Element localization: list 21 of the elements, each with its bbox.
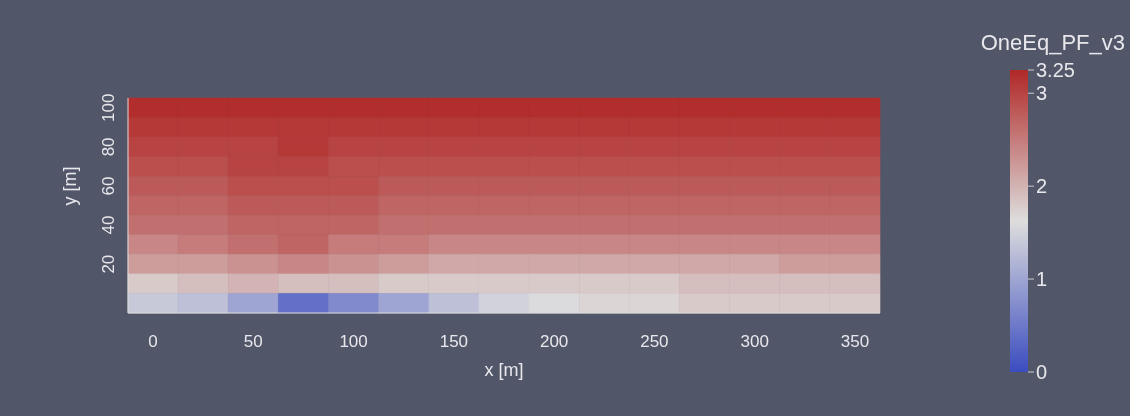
x-tick-label: 300 [740,332,769,352]
x-tick-label: 250 [640,332,669,352]
x-axis-title: x [m] [484,359,524,380]
y-tick-label: 20 [99,254,118,274]
x-tick-label: 50 [243,332,263,352]
color-bar-title: OneEq_PF_v3 [980,30,1125,55]
x-tick-label: 0 [148,332,158,352]
color-bar-label: 3.25 [1036,59,1075,81]
x-tick-label: 200 [539,332,569,352]
color-bar-label: 3 [1036,82,1048,105]
y-tick-label: 100 [99,93,118,122]
color-bar-label: 0 [1036,361,1048,383]
y-tick-label: 80 [99,137,118,157]
y-axis-title: y [m] [60,166,81,206]
color-bar-label: 1 [1036,268,1048,291]
x-tick-label: 100 [339,332,368,352]
x-tick-label: 150 [439,332,469,352]
y-tick-label: 60 [99,176,118,196]
color-bar-label: 2 [1036,175,1048,198]
y-tick-label: 40 [99,215,118,235]
x-tick-label: 350 [840,332,870,352]
